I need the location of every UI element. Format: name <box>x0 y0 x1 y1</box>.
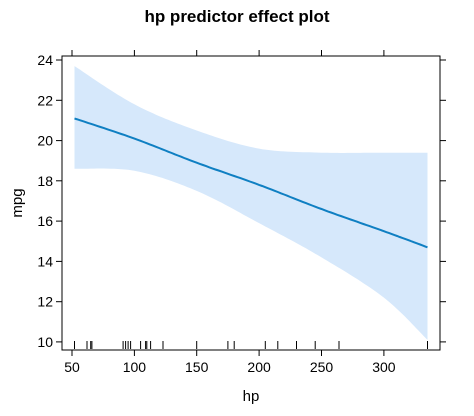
y-tick-label: 10 <box>37 334 53 350</box>
y-tick-label: 20 <box>37 133 53 149</box>
plot-frame <box>61 55 441 351</box>
x-tick-label: 100 <box>123 359 147 375</box>
y-tick-label: 18 <box>37 173 53 189</box>
plot-area <box>74 66 428 349</box>
y-axis: 10 12 14 16 18 20 22 24 <box>37 52 446 350</box>
x-tick-label: 200 <box>247 359 271 375</box>
y-tick-label: 22 <box>37 92 53 108</box>
y-tick-label: 16 <box>37 213 53 229</box>
x-axis: 50 100 150 200 250 300 <box>64 50 396 375</box>
chart-title: hp predictor effect plot <box>144 7 329 26</box>
fit-line <box>74 117 428 249</box>
confidence-band <box>74 66 428 340</box>
x-tick-label: 300 <box>372 359 396 375</box>
x-axis-label: hp <box>243 388 260 405</box>
x-tick-label: 250 <box>310 359 334 375</box>
y-tick-label: 14 <box>37 253 53 269</box>
y-tick-label: 24 <box>37 52 53 68</box>
y-tick-label: 12 <box>37 294 53 310</box>
y-axis-label: mpg <box>9 188 26 217</box>
x-tick-label: 150 <box>185 359 209 375</box>
x-tick-label: 50 <box>64 359 80 375</box>
